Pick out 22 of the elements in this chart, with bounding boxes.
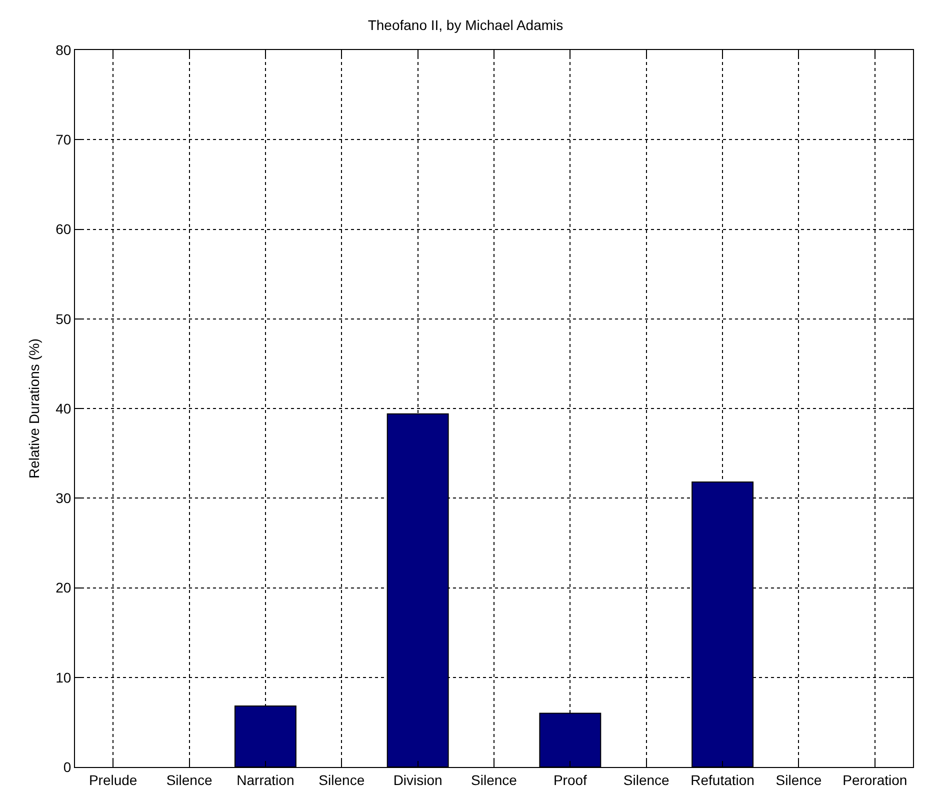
x-tick-label: Prelude [88, 772, 138, 788]
y-tick-label: 20 [56, 580, 72, 596]
x-tick-label: Peroration [842, 772, 908, 788]
x-tick-label: Narration [236, 772, 294, 788]
y-tick-label: 10 [56, 669, 72, 686]
x-tick-label: Silence [471, 772, 518, 788]
x-tick-label: Silence [623, 772, 670, 788]
x-tick-label: Refutation [690, 772, 754, 788]
y-tick-label: 40 [56, 400, 72, 416]
y-tick-label: 70 [56, 132, 72, 148]
y-axis-title: Relative Durations (%) [26, 338, 42, 479]
x-tick-label: Silence [166, 772, 212, 788]
y-tick-label: 60 [56, 221, 72, 238]
y-tick-label: 50 [56, 310, 72, 327]
x-tick-label: Silence [776, 772, 822, 788]
x-tick-label: Proof [553, 772, 588, 788]
y-tick-label: 80 [56, 42, 72, 58]
y-tick-label: 0 [63, 758, 72, 775]
chart-title: Theofano II, by Michael Adamis [368, 16, 564, 33]
x-tick-label: Silence [318, 772, 365, 788]
y-tick-label: 30 [56, 490, 72, 506]
x-tick-label: Division [393, 772, 442, 788]
